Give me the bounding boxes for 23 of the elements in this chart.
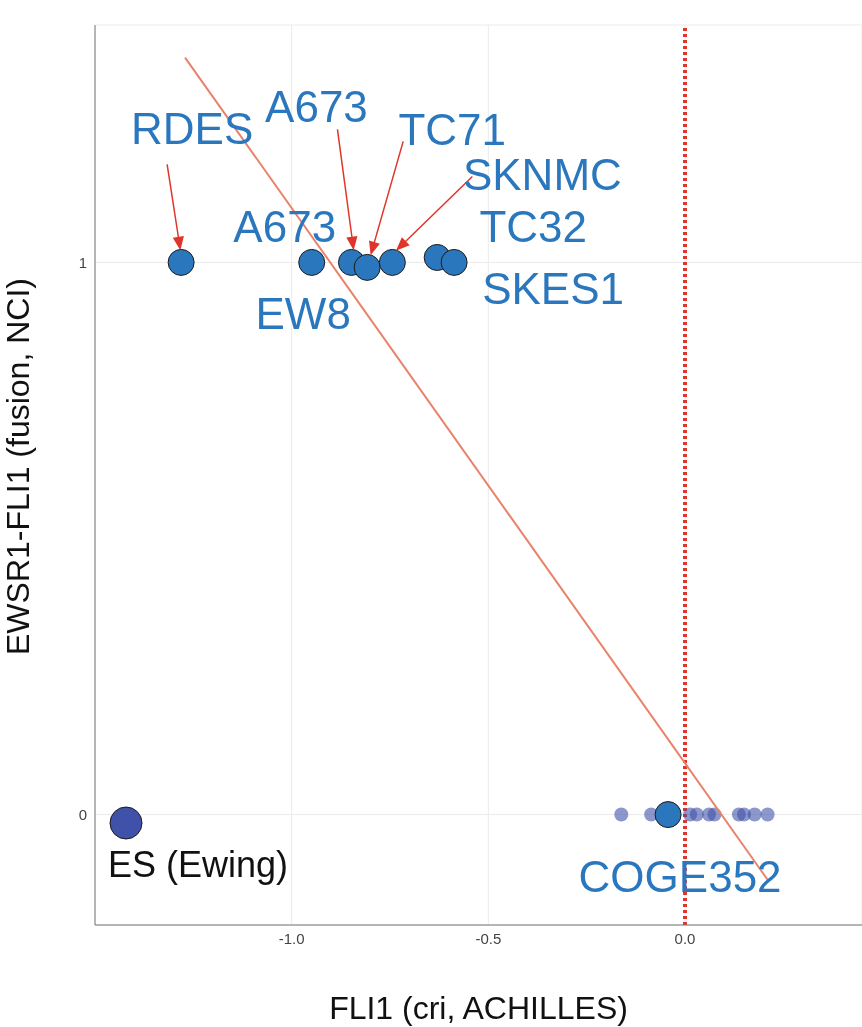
y-tick-label: 1	[78, 253, 87, 271]
annotation: TC32	[479, 202, 587, 252]
point	[760, 807, 775, 822]
point	[614, 807, 629, 822]
point	[167, 248, 195, 276]
annotation: COGE352	[578, 851, 782, 901]
x-tick-label: -0.5	[475, 929, 502, 947]
point	[353, 253, 381, 281]
annotation: EW8	[255, 289, 351, 339]
y-axis-title: EWSR1-FLI1 (fusion, NCI)	[0, 278, 37, 655]
point	[378, 248, 406, 276]
annotation: A673	[265, 82, 368, 132]
point	[440, 248, 468, 276]
annotation: SKES1	[482, 264, 625, 314]
point	[689, 807, 704, 822]
y-tick-label: 0	[78, 805, 87, 823]
x-tick-label: -1.0	[278, 929, 305, 947]
point	[747, 807, 762, 822]
x-axis-title: FLI1 (cri, ACHILLES)	[329, 990, 628, 1026]
x-tick-label: 0.0	[674, 929, 696, 947]
point	[654, 801, 682, 829]
legend-label: ES (Ewing)	[108, 844, 289, 885]
point	[298, 248, 326, 276]
